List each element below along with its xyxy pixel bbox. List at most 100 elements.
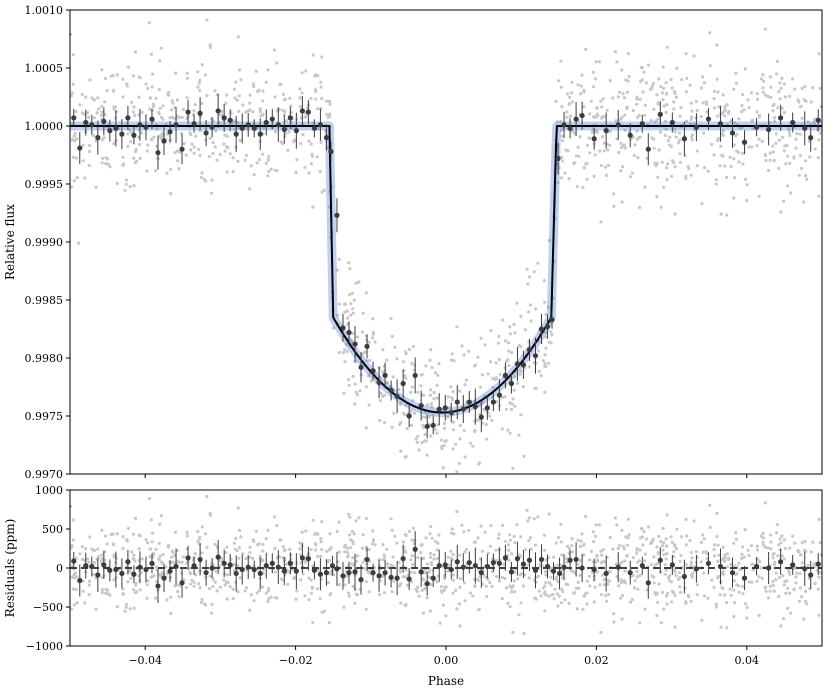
raw-residual-point	[794, 581, 798, 585]
binned-residual-point	[227, 562, 233, 568]
raw-flux-point	[657, 77, 661, 81]
raw-residual-point	[593, 585, 597, 589]
raw-residual-point	[112, 578, 116, 582]
raw-residual-point	[257, 542, 261, 546]
raw-residual-point	[537, 589, 541, 593]
raw-flux-point	[652, 137, 656, 141]
raw-flux-point	[480, 373, 484, 377]
raw-flux-point	[275, 61, 279, 65]
raw-flux-point	[608, 79, 612, 83]
raw-residual-point	[327, 558, 332, 563]
raw-flux-point	[579, 84, 583, 88]
raw-flux-point	[715, 77, 719, 81]
raw-residual-point	[458, 576, 462, 581]
raw-residual-point	[570, 569, 574, 573]
raw-flux-point	[123, 188, 127, 192]
raw-flux-point	[763, 27, 768, 31]
raw-residual-point	[251, 556, 255, 561]
raw-residual-point	[670, 540, 674, 545]
raw-flux-point	[529, 319, 533, 323]
raw-residual-point	[802, 617, 806, 621]
raw-residual-point	[783, 546, 787, 551]
raw-flux-point	[160, 131, 165, 135]
raw-residual-point	[616, 546, 620, 551]
raw-residual-point	[787, 570, 792, 575]
raw-residual-point	[385, 562, 389, 566]
binned-residual-point	[550, 568, 557, 574]
raw-residual-point	[726, 557, 731, 562]
raw-flux-point	[309, 162, 313, 166]
raw-residual-point	[123, 609, 127, 613]
raw-residual-point	[255, 591, 259, 595]
raw-flux-point	[345, 309, 349, 313]
phase-axis-label: Phase	[428, 674, 464, 688]
raw-flux-point	[755, 110, 759, 114]
raw-residual-point	[762, 536, 766, 540]
raw-flux-point	[817, 52, 821, 56]
raw-flux-point	[494, 361, 498, 365]
raw-flux-point	[660, 91, 665, 95]
raw-flux-point	[768, 75, 773, 79]
raw-residual-point	[409, 570, 413, 574]
raw-flux-point	[620, 165, 625, 169]
raw-flux-point	[692, 54, 696, 58]
raw-flux-point	[570, 100, 575, 104]
raw-residual-point	[175, 548, 179, 553]
raw-flux-point	[213, 145, 217, 149]
raw-residual-point	[429, 524, 433, 529]
raw-residual-point	[710, 578, 714, 582]
binned-residual-point	[729, 570, 736, 576]
raw-residual-points	[68, 495, 824, 636]
raw-flux-point	[196, 70, 200, 74]
raw-flux-point	[635, 137, 640, 141]
raw-flux-point	[813, 147, 817, 151]
raw-flux-point	[177, 167, 181, 171]
raw-residual-point	[401, 540, 405, 544]
raw-flux-point	[228, 152, 232, 156]
binned-flux-point	[627, 132, 633, 138]
raw-flux-point	[351, 307, 355, 311]
binned-residual-point	[496, 560, 502, 566]
raw-flux-point	[424, 364, 428, 368]
raw-flux-point	[442, 444, 446, 448]
raw-residual-point	[145, 596, 149, 600]
raw-flux-point	[781, 135, 785, 140]
phase-x-tick-label: −0.04	[128, 654, 162, 667]
raw-residual-point	[367, 571, 371, 575]
flux-axis-label: Relative flux	[3, 204, 17, 280]
raw-flux-point	[773, 116, 777, 120]
residual-y-tick-label: 0	[56, 562, 63, 575]
raw-flux-point	[547, 238, 551, 243]
raw-residual-point	[310, 585, 314, 589]
raw-residual-point	[639, 527, 643, 531]
raw-flux-point	[497, 334, 501, 338]
raw-flux-point	[316, 127, 320, 131]
binned-residual-point	[364, 556, 370, 563]
raw-flux-point	[429, 402, 433, 406]
binned-residual-point	[484, 563, 490, 570]
raw-flux-point	[662, 86, 666, 90]
raw-flux-point	[504, 407, 508, 411]
raw-flux-point	[391, 375, 395, 379]
raw-residual-point	[139, 570, 143, 575]
raw-residual-point	[639, 536, 643, 540]
raw-residual-point	[322, 609, 326, 613]
raw-flux-point	[335, 268, 339, 272]
raw-residual-point	[144, 538, 148, 542]
raw-residual-point	[510, 586, 514, 590]
raw-flux-point	[364, 426, 368, 430]
binned-flux-point	[400, 380, 406, 387]
raw-flux-point	[416, 390, 420, 394]
raw-flux-point	[761, 90, 766, 94]
raw-flux-point	[182, 142, 186, 146]
raw-flux-point	[580, 73, 584, 77]
raw-flux-point	[223, 149, 227, 153]
raw-residual-point	[723, 559, 727, 563]
raw-flux-point	[811, 86, 815, 90]
raw-flux-point	[165, 171, 169, 175]
raw-flux-point	[331, 326, 336, 330]
raw-residual-point	[197, 537, 201, 541]
binned-flux-point	[305, 109, 311, 115]
raw-residual-point	[345, 574, 349, 578]
binned-flux-point	[215, 108, 221, 114]
